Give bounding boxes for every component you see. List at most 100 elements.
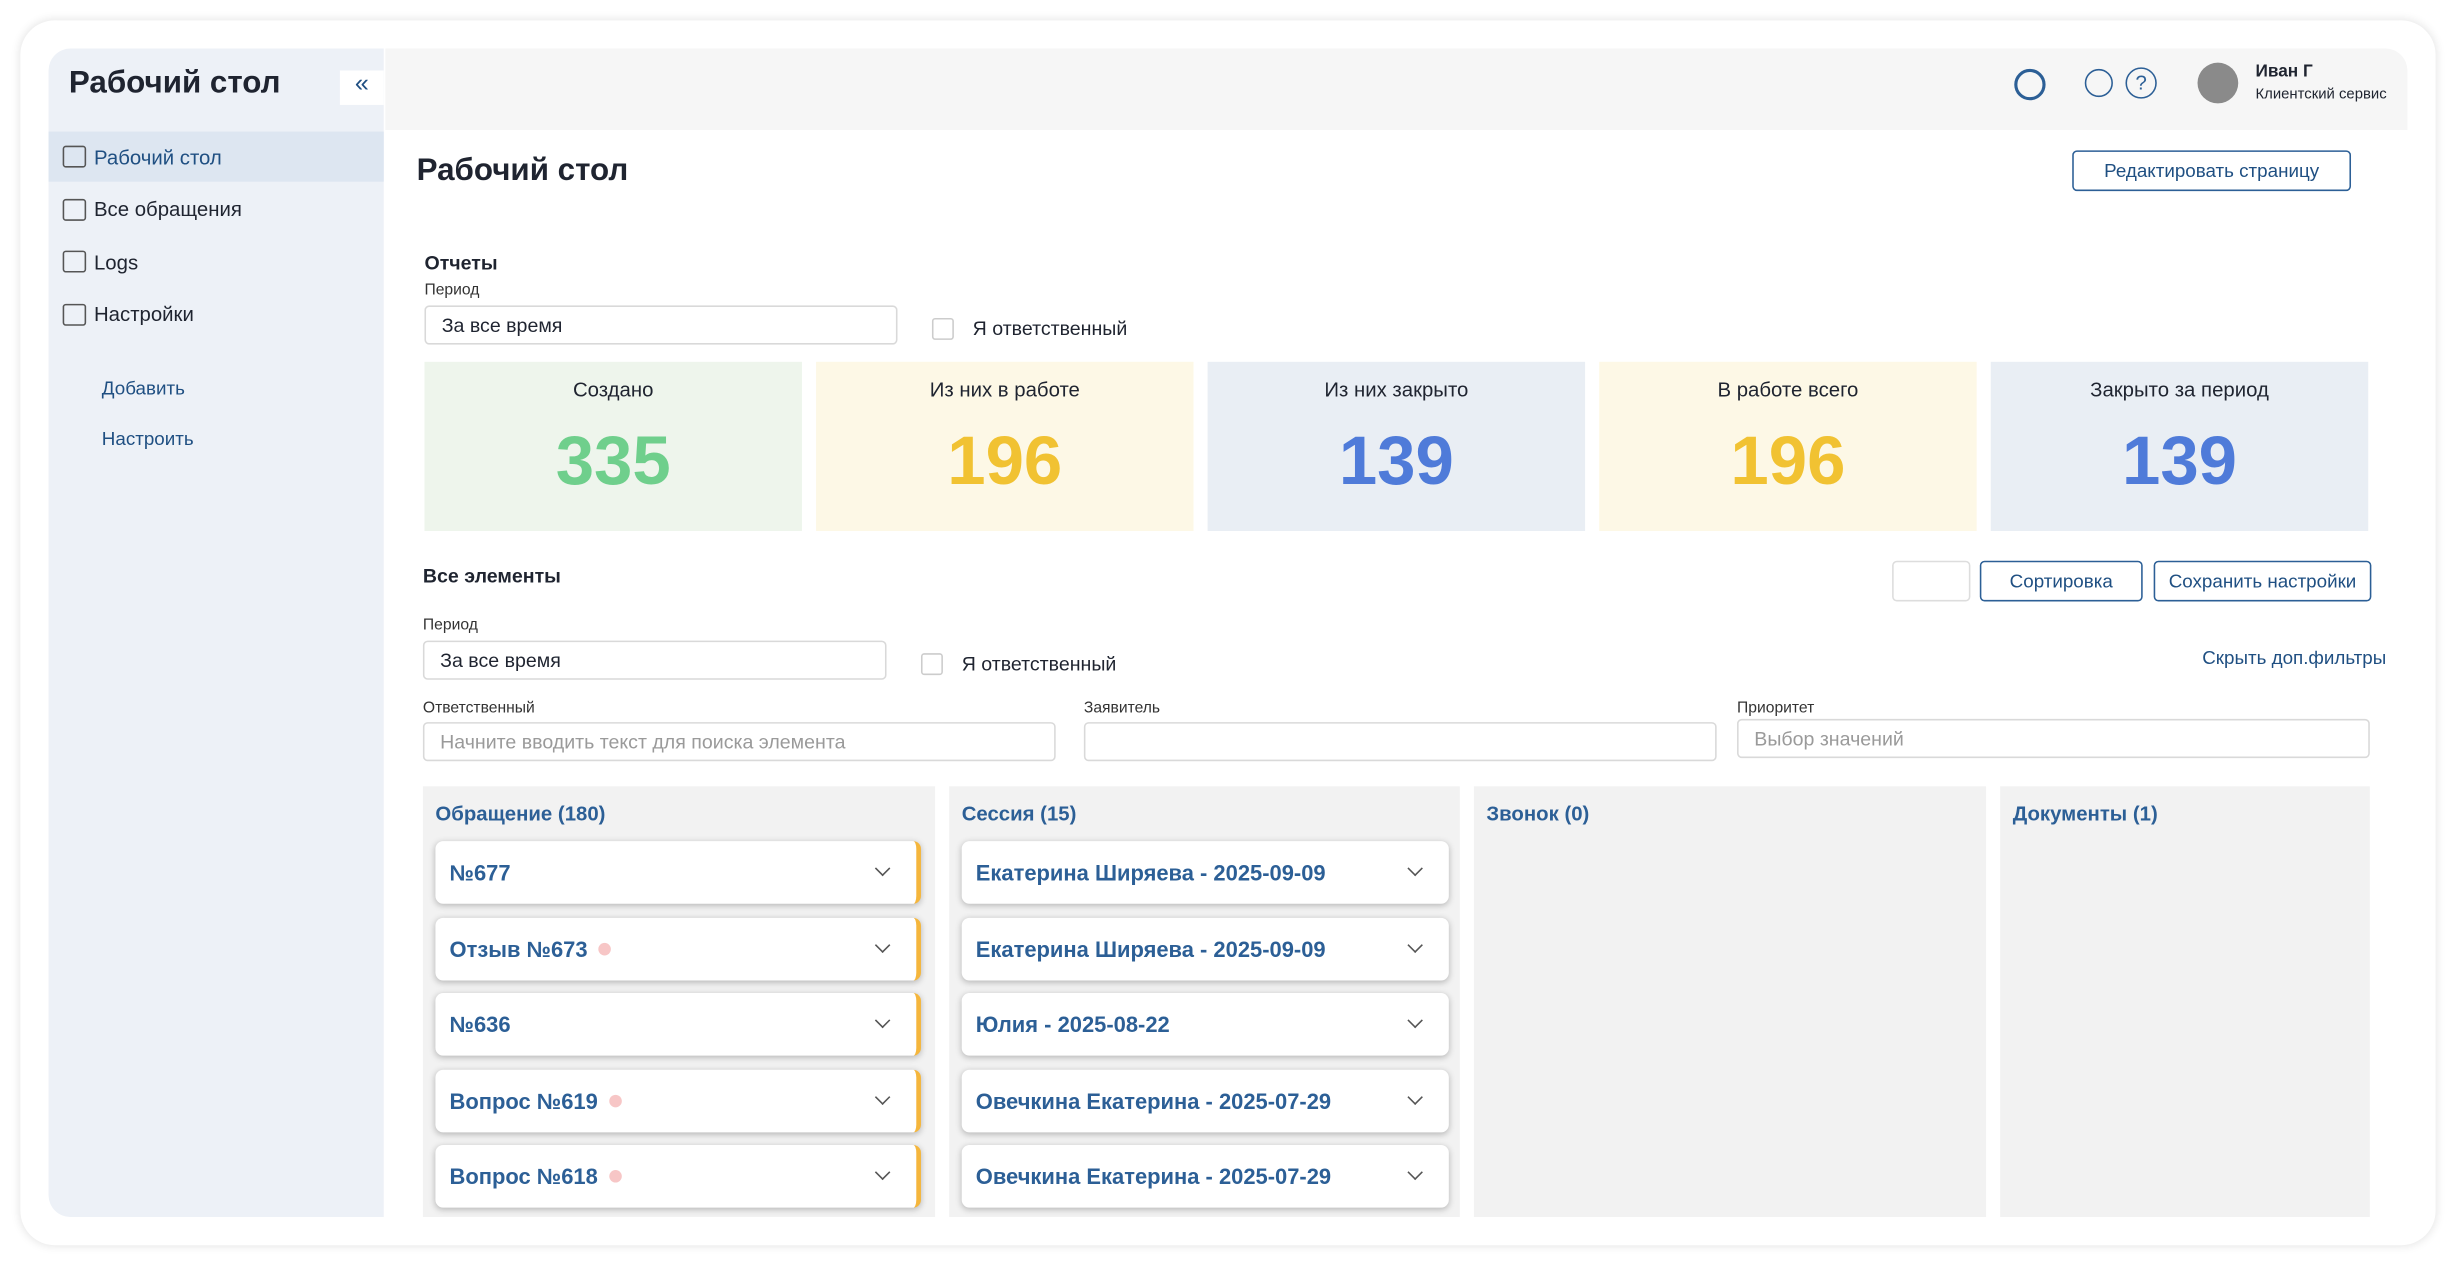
checkbox[interactable] [920,653,943,676]
stat-card: Создано 335 [424,361,802,531]
expand-icon[interactable] [1407,936,1423,953]
filter-select[interactable]: Выбор значений [1737,718,2370,759]
card-title[interactable]: №677 [449,859,511,885]
stat-value: 196 [1730,422,1846,500]
period-select[interactable]: За все время [424,305,898,345]
filter-input[interactable] [1083,722,1717,762]
nav-item[interactable]: Logs [49,237,384,287]
user-role: Клиентский сервис [2255,86,2387,104]
nav-icon [62,250,87,273]
collapse-button[interactable]: « [339,70,384,105]
filter-input[interactable]: Начните вводить текст для поиска элемент… [422,722,1056,762]
stat-label: Из них в работе [929,377,1080,401]
expand-icon[interactable] [874,1088,891,1105]
card[interactable]: Овечкина Екатерина - 2025-07-29 [961,1068,1449,1132]
page-title: Рабочий стол [416,153,629,188]
nav-item[interactable]: Рабочий стол [48,131,384,182]
expand-icon[interactable] [1407,1088,1423,1105]
sidebar-action[interactable]: Добавить [101,377,185,400]
stat-label: Из них закрыто [1324,377,1469,401]
column: Сессия (15) Екатерина Ширяева - 2025-09-0… [949,786,1460,1218]
card[interactable]: №636 [435,993,921,1056]
stat-card: В работе всего 196 [1599,361,1977,531]
stat-value: 335 [555,422,671,500]
card[interactable]: Екатерина Ширяева - 2025-09-09 [961,841,1449,904]
period-label: Период [422,617,478,635]
columns-button[interactable] [1892,560,1971,602]
expand-icon[interactable] [874,936,891,953]
card-title[interactable]: Овечкина Екатерина - 2025-07-29 [975,1087,1332,1113]
history-icon[interactable] [2084,68,2113,98]
avatar[interactable] [2197,62,2239,104]
settings-icon[interactable] [2014,68,2046,101]
sidebar-action[interactable]: Настроить [101,427,194,450]
expand-icon[interactable] [1407,1012,1423,1029]
filter-label: Приоритет [1737,700,1815,718]
user-name[interactable]: Иван Г [2255,62,2313,82]
nav-item[interactable]: Настройки [49,289,384,339]
section-title: Все элементы [422,565,561,588]
checkbox-label[interactable]: Я ответственный [972,317,1128,340]
stat-card: Из них закрыто 139 [1207,361,1586,531]
card[interactable]: Екатерина Ширяева - 2025-09-09 [961,917,1449,980]
card[interactable]: Вопрос №619 [435,1068,921,1132]
card[interactable]: Вопрос №618 [435,1144,921,1208]
nav-icon [62,198,87,221]
expand-icon[interactable] [874,1012,891,1029]
stat-value: 139 [2121,422,2237,500]
stat-card: Закрыто за период 139 [1990,361,2369,531]
column-title: Обращение (180) [435,801,606,826]
expand-icon[interactable] [1407,860,1423,877]
column: Звонок (0) [1473,786,1987,1218]
card-title[interactable]: Вопрос №618 [449,1163,598,1189]
nav-label[interactable]: Рабочий стол [93,144,222,169]
card-title[interactable]: Екатерина Ширяева - 2025-09-09 [975,859,1326,885]
card[interactable]: Юлия - 2025-08-22 [961,993,1449,1056]
card-title[interactable]: Вопрос №619 [449,1087,598,1113]
expand-icon[interactable] [874,1164,891,1181]
top-bar: ? Иван Г Клиентский сервис [385,48,2408,131]
sidebar-title: Рабочий стол [68,65,281,101]
card-title[interactable]: Юлия - 2025-08-22 [975,1011,1170,1037]
nav-icon [62,303,87,326]
reports-title[interactable]: Отчеты [424,252,498,275]
column-title: Звонок (0) [1486,801,1590,826]
nav-label[interactable]: Настройки [93,302,194,326]
nav-item[interactable]: Все обращения [49,184,384,234]
sidebar: Рабочий стол « Рабочий стол Все обращения… [48,48,384,1218]
column-title: Документы (1) [2012,801,2158,826]
column: Документы (1) [2000,786,2370,1218]
nav-label[interactable]: Все обращения [93,197,242,221]
expand-icon[interactable] [874,860,891,877]
save-button[interactable]: Сохранить настройки [2153,560,2372,602]
column-title: Сессия (15) [961,801,1077,826]
checkbox-label[interactable]: Я ответственный [961,653,1117,676]
card-title[interactable]: №636 [449,1011,511,1037]
card-title[interactable]: Екатерина Ширяева - 2025-09-09 [975,935,1326,961]
stat-card: Из них в работе 196 [816,361,1194,531]
card-title[interactable]: Отзыв №673 [449,935,588,961]
period-label: Период [424,281,480,300]
filter-label: Ответственный [422,700,535,718]
stat-label: Создано [572,377,654,401]
filter-label: Заявитель [1083,700,1161,718]
hide-filters-link[interactable]: Скрыть доп.фильтры [2202,646,2387,669]
edit-button[interactable]: Редактировать страницу [2072,150,2352,192]
stat-value: 139 [1338,422,1454,500]
sort-button[interactable]: Сортировка [1979,560,2143,602]
help-icon[interactable]: ? [2125,67,2157,99]
period-select[interactable]: За все время [422,640,887,680]
stat-value: 196 [947,422,1063,500]
card[interactable]: №677 [435,841,921,904]
status-dot [608,1094,622,1107]
status-dot [608,1170,622,1183]
card[interactable]: Овечкина Екатерина - 2025-07-29 [961,1144,1449,1208]
checkbox[interactable] [931,317,954,340]
expand-icon[interactable] [1407,1164,1423,1181]
card[interactable]: Отзыв №673 [435,917,921,980]
card-title[interactable]: Овечкина Екатерина - 2025-07-29 [975,1163,1332,1189]
nav-label[interactable]: Logs [93,249,139,274]
